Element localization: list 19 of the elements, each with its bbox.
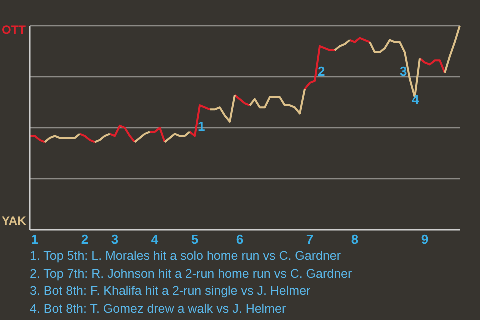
x-tick-label: 1 — [31, 232, 39, 248]
x-tick-label: 6 — [236, 232, 244, 248]
x-tick-label: 7 — [306, 232, 314, 248]
x-tick-label: 4 — [151, 232, 160, 248]
x-tick-label: 3 — [111, 232, 119, 248]
text: 3. Bot 8th: F. Khalifa hit a 2-run single vs J. Helmer — [30, 283, 312, 300]
annotation: 4 — [412, 92, 420, 107]
x-tick-label: 8 — [351, 232, 359, 248]
text: YAK — [2, 214, 26, 228]
x-tick-label: 2 — [81, 232, 89, 248]
annotation: 3 — [400, 64, 408, 79]
text: OTT — [2, 23, 26, 37]
annotation: 2 — [318, 64, 326, 79]
text: 4. Bot 8th: T. Gomez drew a walk vs J. Helmer — [30, 300, 288, 318]
text: 2. Top 7th: R. Johnson hit a 2-run home run vs C. Gardner — [30, 266, 352, 283]
annotation: 1 — [198, 119, 206, 134]
text: 1. Top 5th: L. Morales hit a solo home run vs C. Gardner — [30, 248, 342, 265]
x-tick-label: 5 — [191, 232, 199, 248]
x-tick-label: 9 — [421, 232, 429, 248]
